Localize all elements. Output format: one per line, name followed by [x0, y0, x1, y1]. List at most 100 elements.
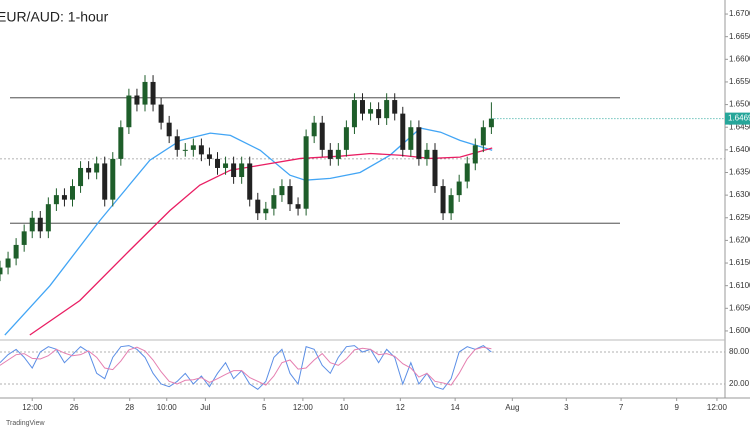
candle-body [472, 145, 478, 164]
candle-body [303, 136, 309, 209]
candle-body [456, 181, 462, 196]
y-tick-label: 1.67000 [729, 9, 750, 18]
candle-body [13, 244, 19, 259]
x-tick-label: 3 [564, 403, 569, 412]
x-tick-label: 10:00 [157, 403, 178, 412]
candle-body [215, 158, 220, 168]
y-tick-label: 1.63000 [729, 190, 750, 199]
candle-body [182, 149, 188, 151]
x-tick-label: 7 [619, 403, 624, 412]
candle-body [255, 199, 261, 214]
y-tick-label: 1.66500 [729, 32, 750, 41]
candle-body [360, 100, 365, 114]
candle-body [263, 208, 269, 214]
candle-body [432, 149, 438, 187]
candle-body [61, 195, 67, 200]
y-tick-label: 1.60500 [729, 303, 750, 312]
candle-body [150, 81, 156, 105]
candle-body [335, 149, 341, 159]
candle-body [45, 204, 51, 232]
candle-body [102, 163, 108, 200]
branding: TradingView [6, 420, 45, 427]
y-tick-label: 1.64500 [729, 122, 750, 131]
candle-body [86, 167, 92, 173]
y-tick-label: 1.66000 [729, 54, 750, 63]
candle-body [384, 100, 390, 119]
x-tick-label: 12:00 [707, 403, 728, 412]
candle-body [174, 136, 180, 150]
candle-body [271, 195, 277, 209]
x-tick-label: Aug [505, 403, 519, 412]
candle-body [376, 109, 382, 119]
candle-body [190, 145, 196, 150]
candle-body [206, 154, 212, 159]
candle-body [295, 204, 301, 209]
last-price-label: 1.6469 [728, 114, 750, 123]
x-tick-label: 14 [451, 403, 460, 412]
candle-body [424, 149, 430, 159]
candle-body [158, 104, 164, 123]
y-tick-label: 1.63500 [729, 168, 750, 177]
candle-body [53, 195, 59, 205]
candle-body [287, 186, 293, 205]
candle-body [343, 127, 349, 150]
candle-body [400, 113, 406, 150]
candle-body [198, 145, 204, 155]
candle-body [368, 109, 374, 114]
candle-body [480, 127, 486, 146]
oscillator-tick-label: 80.00 [729, 347, 750, 356]
y-tick-label: 1.64000 [729, 145, 750, 154]
candle-body [166, 122, 172, 137]
y-tick-label: 1.65000 [729, 100, 750, 109]
candle-body [0, 267, 3, 275]
oscillator-tick-label: 20.00 [729, 379, 750, 388]
y-tick-label: 1.60000 [729, 326, 750, 335]
oscillator-line [0, 346, 492, 386]
candle-body [464, 163, 470, 182]
candle-body [351, 100, 357, 128]
candle-body [142, 81, 148, 105]
x-tick-label: 12:00 [22, 403, 43, 412]
candle-body [21, 231, 27, 245]
candle-body [440, 186, 446, 214]
y-tick-label: 1.65500 [729, 77, 750, 86]
candle-body [448, 195, 454, 214]
x-tick-label: 10 [340, 403, 349, 412]
x-tick-label: 12 [396, 403, 405, 412]
x-tick-label: Jul [200, 403, 210, 412]
candle-body [37, 217, 43, 232]
candle-body [231, 163, 237, 178]
last-price-tag [725, 112, 750, 125]
candle-body [29, 217, 35, 232]
candle-body [126, 95, 132, 128]
candle-body [134, 95, 140, 105]
y-tick-label: 1.62500 [729, 213, 750, 222]
y-tick-label: 1.61000 [729, 281, 750, 290]
candle-body [239, 163, 245, 178]
x-tick-label: 12:00 [293, 403, 314, 412]
chart-title: EUR/AUD: 1-hour [0, 9, 109, 25]
candle-body [408, 127, 414, 150]
candle-body [319, 122, 325, 150]
x-tick-label: 9 [674, 403, 679, 412]
candle-body [327, 149, 333, 159]
candle-body [70, 186, 75, 200]
x-tick-label: 26 [70, 403, 79, 412]
x-tick-label: 28 [125, 403, 134, 412]
moving-average [4, 127, 493, 336]
candle-body [5, 258, 11, 268]
candle-body [279, 186, 285, 196]
oscillator-line [0, 345, 492, 390]
candle-body [311, 122, 317, 137]
candle-body [488, 118, 494, 128]
candle-body [247, 163, 253, 200]
candle-body [78, 167, 84, 187]
x-tick-label: 5 [262, 403, 267, 412]
candle-body [223, 163, 229, 168]
y-tick-label: 1.61500 [729, 258, 750, 267]
y-tick-label: 1.62000 [729, 236, 750, 245]
candle-body [94, 163, 100, 173]
candle-body [392, 100, 398, 114]
